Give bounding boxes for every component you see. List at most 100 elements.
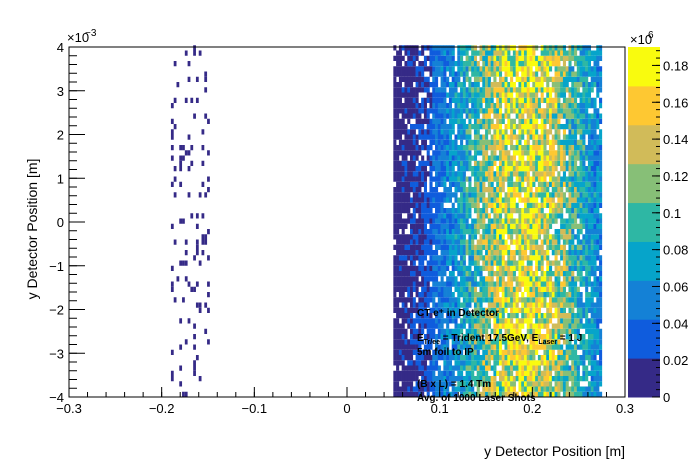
- heatmap-cell: [496, 360, 500, 366]
- heatmap-cell: [510, 197, 514, 203]
- heatmap-cell: [446, 344, 450, 350]
- heatmap-cell: [543, 381, 547, 387]
- heatmap-cell: [418, 271, 422, 277]
- heatmap-cell: [412, 208, 416, 214]
- heatmap-cell: [448, 160, 453, 166]
- heatmap-cell: [498, 129, 503, 135]
- heatmap-cell: [585, 239, 589, 245]
- heatmap-cell: [404, 328, 408, 334]
- heatmap-cell: [526, 386, 530, 392]
- heatmap-cell: [462, 208, 466, 214]
- heatmap-cell: [454, 223, 458, 229]
- heatmap-cell: [457, 302, 461, 308]
- heatmap-cell: [451, 276, 455, 282]
- heatmap-cell: [585, 344, 589, 350]
- heatmap-cell: [596, 197, 600, 203]
- heatmap-cell: [540, 171, 544, 177]
- heatmap-cell: [479, 286, 483, 292]
- heatmap-cell: [587, 281, 592, 287]
- heatmap-cell: [490, 265, 494, 271]
- heatmap-cell: [426, 134, 430, 140]
- heatmap-cell: [401, 187, 405, 193]
- heatmap-cell: [446, 355, 450, 361]
- heatmap-cell: [485, 187, 489, 193]
- heatmap-cell: [426, 318, 430, 324]
- heatmap-cell: [465, 160, 469, 166]
- heatmap-cell: [468, 97, 472, 103]
- heatmap-cell: [435, 265, 439, 271]
- heatmap-cell: [510, 365, 514, 371]
- heatmap-cell: [579, 208, 583, 214]
- heatmap-cell: [537, 134, 541, 140]
- heatmap-cell: [571, 181, 575, 187]
- heatmap-cell: [532, 202, 536, 208]
- heatmap-cell: [465, 339, 469, 345]
- heatmap-cell: [170, 129, 174, 135]
- heatmap-cell: [476, 355, 480, 361]
- heatmap-cell: [587, 381, 592, 387]
- heatmap-cell: [587, 145, 592, 151]
- heatmap-cell: [446, 323, 450, 329]
- heatmap-cell: [457, 197, 461, 203]
- heatmap-cell: [473, 176, 478, 182]
- heatmap-cell: [587, 344, 592, 350]
- heatmap-cell: [554, 92, 558, 98]
- heatmap-cell: [549, 145, 553, 151]
- heatmap-cell: [590, 271, 594, 277]
- heatmap-cell: [590, 124, 594, 130]
- heatmap-cell: [432, 381, 436, 387]
- heatmap-cell: [396, 323, 400, 329]
- heatmap-cell: [501, 244, 505, 250]
- heatmap-cell: [407, 250, 411, 256]
- heatmap-cell: [448, 234, 453, 240]
- heatmap-cell: [532, 113, 536, 119]
- heatmap-cell: [574, 328, 578, 334]
- heatmap-cell: [476, 297, 480, 303]
- heatmap-cell: [535, 113, 539, 119]
- heatmap-cell: [596, 276, 600, 282]
- heatmap-cell: [590, 129, 594, 135]
- heatmap-cell: [429, 323, 433, 329]
- heatmap-cell: [426, 160, 430, 166]
- heatmap-cell: [485, 281, 489, 287]
- heatmap-cell: [535, 276, 539, 282]
- heatmap-cell: [574, 286, 578, 292]
- heatmap-cell: [482, 339, 486, 345]
- heatmap-cell: [596, 124, 600, 130]
- heatmap-cell: [476, 365, 480, 371]
- heatmap-cell: [546, 92, 550, 98]
- heatmap-cell: [423, 370, 427, 376]
- heatmap-cell: [401, 391, 405, 397]
- heatmap-cell: [440, 124, 444, 130]
- heatmap-cell: [418, 391, 422, 397]
- heatmap-cell: [476, 92, 480, 98]
- heatmap-cell: [585, 391, 589, 397]
- heatmap-cell: [571, 370, 575, 376]
- heatmap-cell: [473, 171, 478, 177]
- heatmap-cell: [443, 113, 447, 119]
- heatmap-cell: [423, 87, 427, 93]
- heatmap-cell: [521, 97, 525, 103]
- heatmap-cell: [576, 202, 580, 208]
- heatmap-cell: [579, 218, 583, 224]
- heatmap-cell: [446, 150, 450, 156]
- heatmap-cell: [396, 307, 400, 313]
- heatmap-cell: [576, 166, 580, 172]
- heatmap-cell: [540, 118, 544, 124]
- heatmap-cell: [507, 328, 511, 334]
- heatmap-cell: [571, 187, 575, 193]
- heatmap-cell: [415, 255, 419, 261]
- heatmap-cell: [587, 334, 592, 340]
- heatmap-cell: [518, 213, 522, 219]
- heatmap-cell: [496, 286, 500, 292]
- heatmap-cell: [576, 187, 580, 193]
- heatmap-cell: [462, 197, 466, 203]
- heatmap-cell: [457, 381, 461, 387]
- heatmap-cell: [537, 307, 541, 313]
- heatmap-cell: [423, 250, 427, 256]
- heatmap-cell: [532, 239, 536, 245]
- heatmap-cell: [432, 355, 436, 361]
- heatmap-cell: [529, 239, 533, 245]
- heatmap-cell: [557, 370, 561, 376]
- heatmap-cell: [576, 265, 580, 271]
